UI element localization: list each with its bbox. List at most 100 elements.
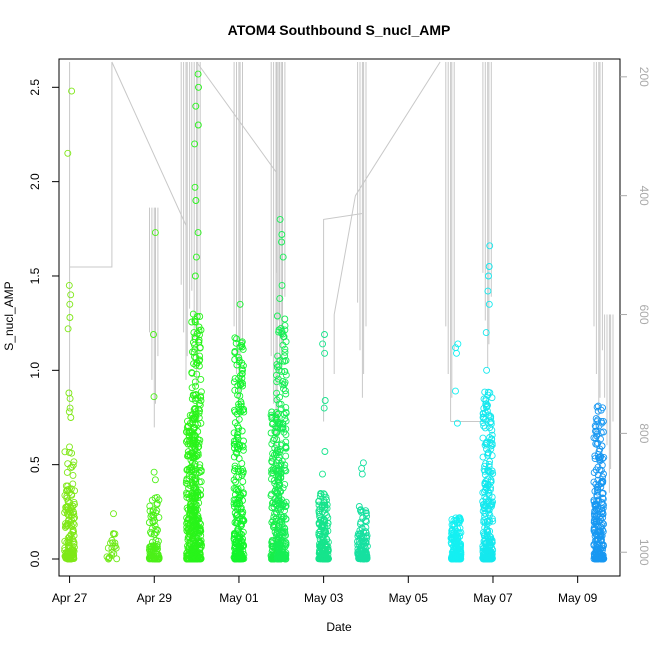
x-tick-label: May 03 xyxy=(304,591,344,605)
data-point xyxy=(594,402,602,410)
data-point xyxy=(277,405,285,413)
data-point xyxy=(196,546,204,554)
data-point xyxy=(65,539,73,547)
data-point xyxy=(279,377,287,385)
data-point-outlier xyxy=(486,242,494,250)
data-point xyxy=(481,548,489,556)
data-point-outlier xyxy=(66,300,74,308)
data-point xyxy=(273,389,281,397)
data-point xyxy=(267,429,275,437)
data-point xyxy=(599,555,607,563)
data-point xyxy=(230,378,238,386)
data-point xyxy=(182,438,190,446)
data-point xyxy=(275,496,283,504)
data-point xyxy=(484,451,492,459)
data-point xyxy=(151,555,159,563)
data-point xyxy=(195,414,203,422)
data-point xyxy=(282,408,290,416)
data-point xyxy=(324,538,332,546)
data-point xyxy=(188,459,196,467)
data-point xyxy=(235,358,243,366)
data-point xyxy=(231,334,239,342)
data-point xyxy=(355,503,363,510)
data-point xyxy=(62,522,70,530)
data-point xyxy=(235,455,243,462)
data-point xyxy=(590,478,598,486)
depth-trace-segment xyxy=(111,61,187,226)
data-point xyxy=(280,410,288,418)
data-point xyxy=(197,375,205,383)
data-point xyxy=(233,335,241,343)
data-point xyxy=(231,349,239,356)
data-point-outlier xyxy=(454,340,462,348)
data-point xyxy=(189,466,197,474)
data-point xyxy=(282,515,290,523)
data-point xyxy=(282,425,290,433)
data-point xyxy=(151,522,159,530)
data-point xyxy=(64,460,72,468)
data-point xyxy=(196,524,204,532)
data-point xyxy=(359,540,367,548)
data-point xyxy=(598,501,606,508)
data-point xyxy=(277,442,285,450)
data-point xyxy=(324,514,332,522)
data-point xyxy=(267,411,275,419)
data-point xyxy=(195,327,203,335)
data-point xyxy=(233,505,241,513)
data-point xyxy=(362,507,370,515)
data-point xyxy=(357,507,364,515)
data-point xyxy=(234,428,242,436)
data-point xyxy=(598,508,605,516)
data-point xyxy=(482,495,490,503)
data-point xyxy=(192,484,200,492)
data-point xyxy=(63,492,71,500)
data-point xyxy=(317,516,324,524)
data-point-outlier xyxy=(278,238,285,246)
data-point xyxy=(192,478,200,486)
data-point xyxy=(456,533,464,540)
data-point xyxy=(315,501,323,509)
data-point xyxy=(480,415,488,423)
data-point xyxy=(481,524,489,532)
data-point xyxy=(598,519,606,527)
data-point xyxy=(189,551,197,558)
data-point xyxy=(272,543,280,551)
data-point xyxy=(362,550,370,558)
data-point xyxy=(599,404,607,412)
data-point xyxy=(103,553,111,561)
data-point xyxy=(360,537,368,545)
data-point xyxy=(196,331,203,339)
data-point xyxy=(238,338,246,346)
data-point xyxy=(280,464,288,472)
data-point xyxy=(189,534,197,542)
data-point-outlier xyxy=(65,281,73,289)
data-point xyxy=(190,360,198,368)
data-point xyxy=(238,517,246,525)
data-point xyxy=(66,533,73,541)
data-point xyxy=(183,504,191,512)
data-point xyxy=(113,555,121,563)
data-point xyxy=(232,500,240,508)
data-point xyxy=(195,400,203,408)
data-point-outlier xyxy=(359,459,367,467)
data-point xyxy=(271,435,278,443)
data-point xyxy=(151,494,159,502)
data-point xyxy=(68,490,76,498)
data-point-outlier xyxy=(452,344,460,352)
data-point-outlier xyxy=(279,253,287,261)
data-point xyxy=(234,511,241,518)
x-axis-label: Date xyxy=(326,620,352,634)
data-point xyxy=(282,404,290,412)
data-point-outlier xyxy=(68,87,76,95)
data-point xyxy=(193,370,201,378)
data-point xyxy=(240,408,248,416)
data-point xyxy=(236,544,244,552)
data-point xyxy=(268,415,276,423)
data-point xyxy=(484,517,492,525)
data-point xyxy=(190,468,198,476)
data-point xyxy=(273,371,280,379)
data-point xyxy=(320,554,328,562)
data-point xyxy=(447,539,455,547)
data-point xyxy=(268,518,276,526)
depth-trace-segment xyxy=(69,62,113,410)
